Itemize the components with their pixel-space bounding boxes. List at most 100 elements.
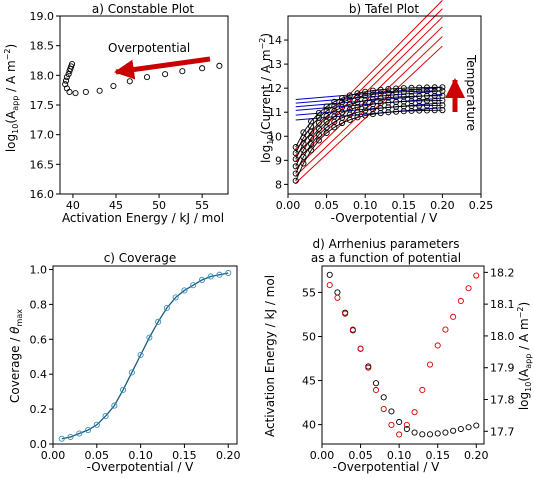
constable-point [216, 62, 223, 69]
tafel-point [338, 95, 346, 102]
log-a-point [450, 313, 457, 320]
tafel-point [346, 92, 353, 99]
constable-point [65, 71, 72, 78]
tafel-ylabel: log10(Current / A m−2) [258, 33, 275, 163]
coverage-xtick-label: 0.10 [128, 449, 153, 462]
coverage-title: c) Coverage [104, 251, 177, 265]
coverage-series-line [61, 272, 229, 440]
overpotential-annotation: Overpotential [108, 41, 190, 55]
coverage-ytick-label: 0.0 [30, 438, 48, 451]
coverage-point [172, 294, 179, 301]
activation-energy-point [388, 408, 395, 415]
coverage-xtick-label: 0.20 [216, 449, 241, 462]
coverage-ytick-label: 0.8 [30, 298, 48, 311]
constable-point [66, 88, 73, 95]
constable-ytick-label: 16.5 [30, 158, 55, 171]
arrhenius-title-line-1: d) Arrhenius parameters [313, 237, 460, 251]
arrhenius-y2tick-label: 17.9 [490, 362, 515, 375]
tafel-point [292, 170, 299, 177]
tafel-axes: 0.00 0.05 0.10 0.15 0.20 0.25 8 9 10 11 12 13 14 [268, 15, 493, 212]
constable-point [199, 65, 206, 72]
arrhenius-markers [326, 271, 480, 438]
tafel-point [300, 129, 307, 136]
arrhenius-xlabel: -Overpotential / V [333, 460, 441, 474]
coverage-point [137, 351, 144, 359]
constable-title: a) Constable Plot [92, 2, 195, 16]
coverage-point [190, 282, 197, 289]
tafel-ytick-label: 10 [268, 130, 282, 143]
arrhenius-axes: 0.00 0.05 0.10 0.15 0.20 40 45 50 55 17.7 17.8 17.9… [302, 265, 515, 462]
coverage-xlabel: -Overpotential / V [87, 460, 195, 474]
constable-point [162, 71, 169, 78]
tafel-point [308, 134, 315, 142]
activation-energy-point [426, 431, 434, 438]
log-a-point [349, 326, 356, 333]
constable-xtick-label: 50 [152, 199, 166, 212]
arrhenius-ytick-label: 45 [302, 375, 316, 388]
tafel-ytick-label: 8 [275, 178, 282, 191]
constable-point [96, 87, 103, 94]
tafel-series-line [295, 109, 443, 181]
activation-energy-point [442, 429, 449, 436]
log-a-point [334, 294, 341, 301]
coverage-point [58, 435, 65, 442]
coverage-point [163, 304, 170, 311]
activation-energy-point [450, 427, 457, 434]
activation-energy-point [434, 430, 441, 437]
tafel-xtick-label: 0.10 [353, 199, 378, 212]
constable-ylabel: log10(Aapp / A m−2) [3, 44, 20, 152]
tafel-point [354, 94, 361, 101]
tafel-fit-high [295, 97, 443, 111]
coverage-line [61, 272, 229, 440]
log-a-point [442, 326, 449, 333]
constable-point [179, 68, 186, 75]
constable-point [110, 82, 117, 90]
tafel-fit-low [295, 0, 443, 150]
log-a-point [434, 342, 441, 349]
tafel-point [292, 163, 299, 170]
tafel-fit-low [295, 36, 443, 177]
coverage-ytick-label: 0.6 [30, 333, 48, 346]
coverage-point [198, 276, 206, 284]
coverage-point [155, 318, 162, 325]
constable-xlabel: Activation Energy / kJ / mol [62, 211, 224, 225]
constable-ytick-label: 16.0 [30, 188, 55, 201]
coverage-point [84, 426, 92, 434]
tafel-point [315, 137, 322, 144]
arrhenius-ytick-label: 40 [302, 419, 316, 432]
tafel-xtick-label: 0.00 [276, 199, 301, 212]
coverage-ytick-label: 1.0 [30, 263, 48, 276]
log-a-point [403, 421, 410, 428]
coverage-point [102, 413, 109, 420]
tafel-point [308, 147, 315, 154]
constable-markers [62, 61, 223, 97]
tafel-point [331, 98, 338, 105]
arrhenius-ytick-label: 50 [302, 330, 316, 343]
tafel-ytick-label: 13 [268, 58, 282, 71]
constable-axes: 40 45 50 55 16.0 16.5 17.0 17.5 18.0 18.5 19.0 [30, 10, 229, 212]
overpotential-arrow [114, 56, 211, 80]
coverage-plot: c) Coverage 0.00 0.05 0.10 0.15 0.200.00.20.… [8, 251, 240, 474]
tafel-point [354, 90, 361, 97]
constable-xtick-label: 40 [66, 199, 80, 212]
tafel-frame [287, 15, 482, 195]
coverage-point [67, 433, 74, 441]
tafel-point [323, 103, 330, 110]
coverage-point [111, 402, 118, 409]
activation-energy-point [380, 394, 387, 401]
activation-energy-point [473, 422, 480, 429]
constable-point [143, 74, 151, 81]
arrhenius-xtick-label: 0.20 [464, 449, 489, 462]
log-a-point [380, 405, 387, 413]
tafel-point [292, 177, 299, 184]
constable-point [82, 88, 89, 95]
coverage-ytick-label: 0.4 [30, 368, 48, 381]
coverage-frame [52, 265, 238, 445]
coverage-axes: 0.00 0.05 0.10 0.15 0.20 0.0 0.2 0.4 0.6 0.8 1.0 [30, 263, 241, 462]
arrhenius-title-line-2: as a function of potential [311, 251, 461, 265]
tafel-point [338, 99, 346, 106]
constable-ytick-label: 18.5 [30, 40, 55, 53]
coverage-xtick-label: 0.05 [85, 449, 110, 462]
tafel-point [308, 118, 315, 125]
